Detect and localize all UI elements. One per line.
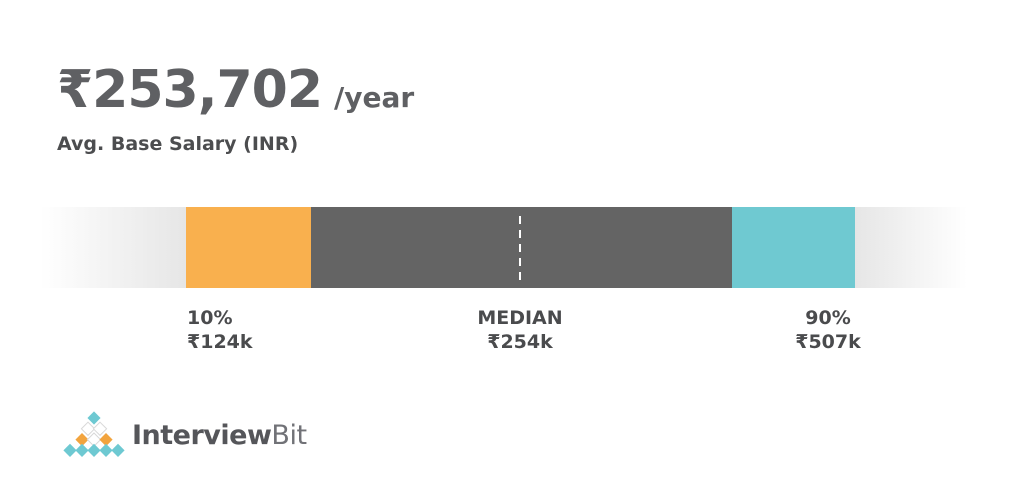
p10-label: 10% ₹124k — [187, 306, 253, 354]
wordmark-bit: Bit — [271, 419, 307, 451]
p10-percent: 10% — [187, 307, 233, 329]
salary-subtitle: Avg. Base Salary (INR) — [57, 133, 299, 155]
bar-segment-below-p10 — [40, 207, 186, 288]
median-label: MEDIAN ₹254k — [477, 306, 562, 354]
bar-segment-p90-band — [732, 207, 855, 288]
avg-salary-headline: ₹253,702 /year — [57, 62, 414, 118]
interviewbit-pyramid-icon — [63, 411, 125, 457]
salary-range-bar — [0, 207, 1024, 288]
p10-value: ₹124k — [187, 331, 253, 353]
salary-period: /year — [334, 81, 415, 114]
bar-segment-middle-band — [311, 207, 732, 288]
p90-label: 90% ₹507k — [795, 306, 861, 354]
wordmark-interview: Interview — [132, 419, 272, 451]
median-title: MEDIAN — [477, 307, 563, 329]
bar-segment-above-p90 — [855, 207, 967, 288]
avg-salary-value: ₹253,702 — [57, 60, 323, 120]
interviewbit-brand: InterviewBit — [62, 410, 307, 460]
p90-value: ₹507k — [795, 331, 861, 353]
median-marker-line — [519, 216, 521, 280]
bar-segment-p10-band — [186, 207, 311, 288]
interviewbit-wordmark: InterviewBit — [132, 420, 307, 451]
p90-percent: 90% — [805, 307, 851, 329]
median-value: ₹254k — [487, 331, 553, 353]
